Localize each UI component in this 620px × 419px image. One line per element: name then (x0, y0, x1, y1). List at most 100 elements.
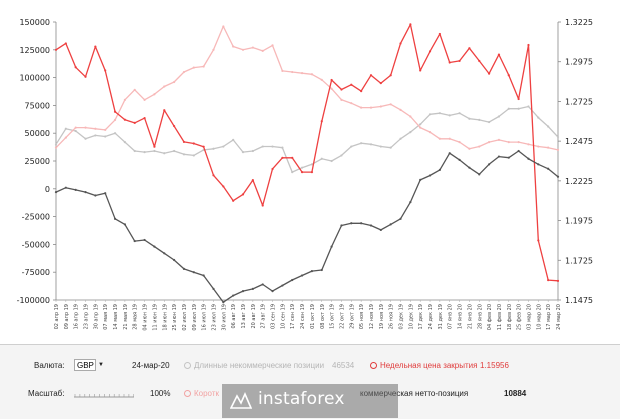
data-point (369, 106, 373, 109)
x-tick-label: 24 дек 19 (428, 304, 434, 329)
data-point (163, 252, 166, 255)
data-point (212, 147, 215, 150)
x-tick-label: 23 апр 19 (84, 304, 90, 329)
data-point (438, 137, 441, 140)
data-point (251, 178, 254, 182)
legend-close-price[interactable]: Недельная цена закрытия (370, 361, 477, 370)
data-point (232, 138, 235, 141)
legend-net-position[interactable]: коммерческая нетто-позиция (360, 389, 468, 398)
data-point (310, 73, 314, 76)
data-point (556, 135, 560, 139)
data-point (487, 120, 491, 124)
x-tick-label: 01 окт 19 (310, 304, 316, 329)
data-point (123, 223, 127, 226)
data-point (547, 279, 550, 282)
x-tick-label: 16 июл 19 (202, 304, 208, 331)
data-point (517, 140, 520, 144)
data-point (310, 163, 314, 166)
left-tick-label: -75000 (22, 268, 50, 277)
x-tick-label: 18 фев 20 (507, 304, 513, 330)
data-point (507, 107, 510, 110)
data-point (251, 46, 254, 49)
x-tick-label: 30 апр 19 (93, 304, 99, 329)
legend-short-label: Коротк (194, 389, 219, 398)
data-point (153, 245, 156, 248)
data-point (340, 154, 343, 157)
data-point (556, 279, 560, 282)
data-point (173, 149, 176, 153)
data-point (448, 114, 451, 117)
data-point (379, 82, 382, 85)
data-point (300, 72, 304, 75)
data-point (281, 284, 284, 287)
legend-short-positions[interactable]: Коротк (184, 389, 219, 398)
data-point (458, 158, 461, 161)
x-tick-label: 28 янв 20 (477, 304, 483, 329)
x-tick-label: 14 мая 19 (113, 304, 119, 330)
data-point (232, 199, 235, 202)
x-tick-label: 24 сен 19 (300, 304, 306, 329)
legend-long-positions[interactable]: Длинные некоммерческие позиции (184, 361, 324, 370)
data-point (54, 146, 58, 149)
data-point (389, 74, 392, 77)
x-tick-label: 18 июн 19 (162, 304, 168, 331)
x-tick-label: 06 авг 19 (231, 304, 237, 329)
data-point (448, 152, 451, 155)
data-point (547, 146, 550, 149)
scale-value: 100% (150, 389, 171, 398)
data-point (448, 61, 451, 64)
data-point (527, 143, 530, 146)
data-point (261, 145, 264, 148)
data-point (419, 69, 422, 72)
data-point (300, 166, 304, 169)
right-axis: 1.3225 1.2975 1.2725 1.2475 1.2225 1.1975 1.17… (558, 18, 593, 305)
current-date: 24-мар-20 (132, 361, 170, 370)
data-point (369, 74, 373, 77)
chevron-down-icon[interactable]: ▼ (98, 362, 104, 368)
data-point (458, 112, 461, 115)
right-tick-label: 1.2975 (565, 58, 593, 67)
left-tick-label: 75000 (25, 101, 50, 110)
data-point (84, 191, 87, 194)
data-point (419, 178, 422, 182)
right-tick-label: 1.1725 (565, 256, 593, 265)
data-point (468, 117, 471, 120)
data-point (163, 85, 166, 88)
data-point (399, 217, 402, 220)
data-point (291, 171, 294, 174)
data-point (340, 98, 343, 101)
instaforex-watermark: instaforex (222, 384, 398, 418)
x-tick-label: 29 окт 19 (349, 304, 355, 329)
scale-slider[interactable] (74, 391, 134, 399)
data-point (94, 127, 97, 130)
x-tick-label: 17 сен 19 (290, 304, 296, 329)
data-point (222, 25, 225, 28)
data-point (478, 59, 481, 63)
currency-select[interactable]: GBP (74, 359, 96, 371)
data-point (547, 125, 550, 128)
left-tick-label: -50000 (22, 240, 50, 249)
data-point (458, 140, 461, 144)
data-point (143, 151, 146, 154)
data-point (222, 301, 225, 304)
left-axis: 150000 125000 100000 75000 50000 25000 0 -25000… (17, 18, 56, 305)
data-point (123, 140, 127, 144)
data-point (271, 145, 274, 148)
data-point (468, 166, 471, 169)
net-position-value: 10884 (504, 389, 527, 398)
left-tick-label: 100000 (19, 74, 50, 83)
left-tick-label: 25000 (25, 157, 50, 166)
data-point (389, 146, 392, 149)
data-point (330, 245, 333, 248)
data-point (517, 149, 520, 153)
left-tick-label: 150000 (19, 18, 50, 27)
left-tick-label: -25000 (22, 213, 50, 222)
data-point (468, 147, 471, 150)
data-point (419, 126, 422, 129)
data-point (94, 45, 97, 48)
data-point (153, 145, 156, 148)
data-point (409, 115, 412, 118)
x-tick-label: 28 мая 19 (133, 304, 139, 330)
x-tick-label: 13 авг 19 (241, 304, 247, 329)
series-line (55, 105, 559, 173)
